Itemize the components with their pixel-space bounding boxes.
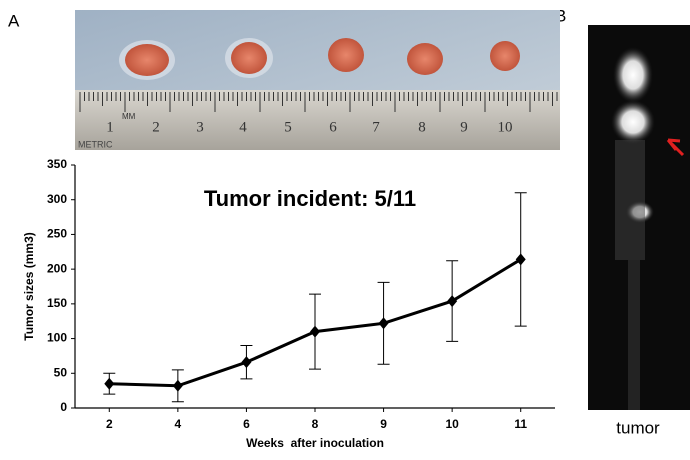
pet-image: [588, 25, 690, 410]
tumor-photo: MM METRIC: [75, 10, 560, 150]
ruler-number: 7: [372, 119, 380, 135]
ruler-number: 4: [239, 119, 247, 135]
ruler-number: 6: [329, 119, 337, 135]
ruler-number: 10: [498, 119, 513, 135]
x-tick-label: 9: [380, 417, 387, 431]
data-marker: [515, 253, 526, 266]
data-marker: [447, 295, 458, 308]
y-tick-label: 200: [47, 261, 67, 275]
x-tick-label: 4: [175, 417, 182, 431]
chart: 0 50 100 150 200 250 300 350 2 4 6 8 9 10 11 Weeks afte…: [22, 157, 555, 450]
ruler-brand: METRIC: [78, 139, 113, 149]
data-marker: [172, 379, 183, 392]
y-tick-label: 0: [60, 400, 67, 414]
x-tick-label: 10: [445, 417, 459, 431]
y-tick-label: 50: [54, 365, 68, 379]
ruler-number: 3: [196, 119, 204, 135]
x-tick-label: 6: [243, 417, 250, 431]
y-tick-label: 300: [47, 192, 67, 206]
ruler-unit: MM: [122, 112, 136, 121]
y-tick-label: 100: [47, 331, 67, 345]
x-tick-label: 8: [312, 417, 319, 431]
y-tick-label: 250: [47, 227, 67, 241]
data-marker: [378, 317, 389, 330]
panel-label: B: [555, 6, 566, 25]
data-marker: [104, 377, 115, 390]
annotation: Tumor incident: 5/11: [204, 186, 416, 211]
x-axis-label: Weeks after inoculation: [246, 436, 384, 450]
panel-label: A: [8, 11, 20, 30]
data-marker: [310, 325, 320, 338]
data-marker: [241, 356, 252, 369]
y-tick-label: 150: [47, 296, 67, 310]
ruler-number: 1: [106, 119, 114, 135]
ruler-number: 9: [460, 119, 468, 135]
x-tick-label: 11: [514, 417, 527, 431]
ruler-number: 2: [152, 119, 160, 135]
ruler-number: 5: [284, 119, 292, 135]
image-caption: tumor: [616, 418, 660, 437]
ruler-number: 8: [418, 119, 426, 135]
y-tick-label: 350: [47, 157, 67, 171]
x-tick-label: 2: [106, 417, 113, 431]
y-axis-label: Tumor sizes (mm3): [22, 232, 36, 340]
